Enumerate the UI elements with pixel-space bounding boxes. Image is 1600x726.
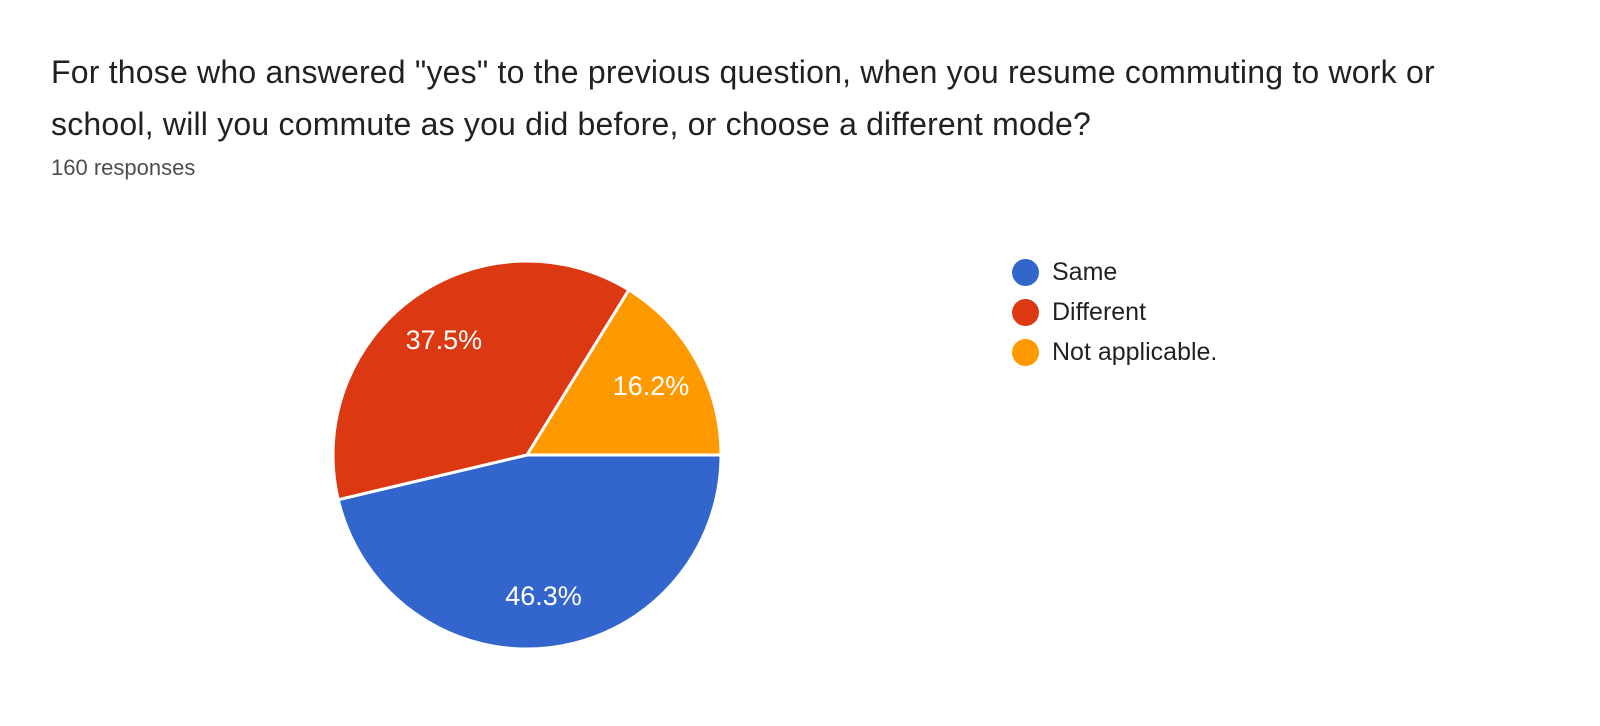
legend-item-same: Same bbox=[1012, 252, 1217, 292]
pie-slice-not-applicable[interactable] bbox=[524, 287, 723, 457]
pie-slice-same[interactable] bbox=[336, 453, 723, 651]
legend-swatch-same bbox=[1012, 258, 1039, 286]
legend-label-different: Different bbox=[1052, 297, 1147, 326]
legend-swatch-not-applicable bbox=[1012, 338, 1039, 366]
pie-chart: 46.3% 37.5% 16.2% bbox=[331, 259, 723, 651]
legend-item-not-applicable: Not applicable. bbox=[1012, 332, 1217, 372]
legend-item-different: Different bbox=[1012, 292, 1217, 332]
pie-slice-different[interactable] bbox=[331, 259, 631, 502]
question-title: For those who answered "yes" to the prev… bbox=[51, 54, 1435, 142]
pie-slice-label-different: 37.5% bbox=[406, 325, 483, 355]
legend-label-not-applicable: Not applicable. bbox=[1052, 337, 1218, 366]
pie-slice-label-not-applicable: 16.2% bbox=[613, 371, 690, 401]
legend-label-same: Same bbox=[1052, 257, 1118, 286]
pie-slice-label-same: 46.3% bbox=[505, 581, 582, 611]
response-count: 160 responses bbox=[51, 155, 196, 180]
chart-legend: Same Different Not applicable. bbox=[1012, 252, 1217, 372]
legend-swatch-different bbox=[1012, 298, 1039, 326]
